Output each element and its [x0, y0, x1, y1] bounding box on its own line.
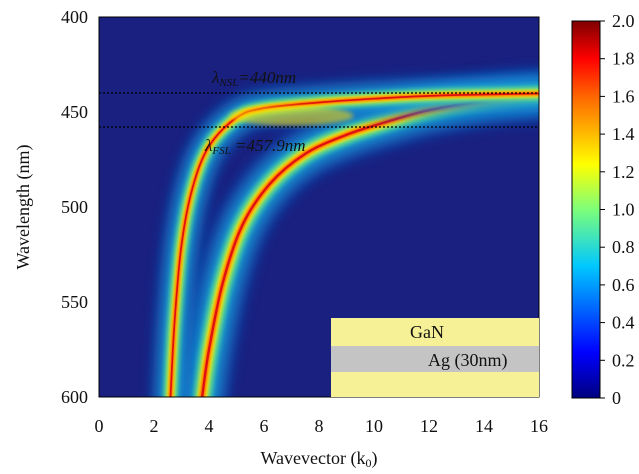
x-tick-label: 12: [420, 416, 438, 436]
colorbar-ticks: 2.0 1.8 1.6 1.4 1.2 1.0 0.8 0.6 0.4 0.2 0: [600, 11, 635, 408]
reference-label-subscript: NSL: [218, 77, 238, 89]
colorbar: 2.0 1.8 1.6 1.4 1.2 1.0 0.8 0.6 0.4 0.2 0: [571, 11, 635, 408]
x-axis-ticks: 0 2 4 6 8 10 12 14 16: [95, 416, 549, 436]
colorbar-tick-label: 1.0: [612, 200, 635, 220]
inset-layer-label: GaN: [410, 322, 444, 342]
x-axis-label-main: Wavevector (k: [261, 448, 366, 469]
colorbar-tick-label: 0: [612, 388, 621, 408]
reference-label-fsl: λFSL =457.9nm: [204, 136, 305, 157]
x-tick-label: 2: [150, 416, 159, 436]
reference-label-subscript: FSL: [211, 145, 230, 157]
colorbar-tick-label: 0.8: [612, 237, 635, 257]
plot-frame: [98, 16, 540, 398]
x-axis-label: Wavevector (k0): [261, 448, 378, 470]
x-tick-label: 16: [530, 416, 548, 436]
inset-layer-1: [331, 346, 539, 372]
colorbar-tick-label: 0.2: [612, 350, 635, 370]
colorbar-tick-label: 1.6: [612, 86, 635, 106]
x-tick-label: 4: [205, 416, 214, 436]
y-tick-label: 550: [61, 292, 88, 312]
reference-label-value: =440nm: [238, 68, 296, 87]
colorbar-tick-label: 0.4: [612, 313, 635, 333]
colorbar-tick-label: 0.6: [612, 275, 635, 295]
reference-label-lambda: λ: [204, 136, 212, 155]
band-overlap-glow: [229, 105, 354, 126]
x-tick-label: 14: [475, 416, 493, 436]
colorbar-tick-label: 1.8: [612, 49, 635, 69]
inset-layer-2: [331, 372, 539, 397]
x-tick-label: 0: [95, 416, 104, 436]
reference-label-nsl: λNSL=440nm: [211, 68, 296, 89]
inset-layer-label: Ag (30nm): [428, 350, 508, 371]
x-tick-label: 8: [315, 416, 324, 436]
y-axis-label: Wavelength (nm): [13, 144, 34, 269]
x-axis-label-subscript: 0: [366, 456, 372, 470]
x-tick-label: 10: [365, 416, 383, 436]
y-tick-label: 500: [61, 197, 88, 217]
colorbar-gradient: [571, 20, 601, 399]
reference-label-lambda: λ: [211, 68, 219, 87]
inset-layer-0: [331, 318, 539, 346]
x-tick-label: 6: [260, 416, 269, 436]
x-axis-label-close: ): [372, 448, 378, 469]
y-tick-label: 400: [61, 7, 88, 27]
y-tick-label: 450: [61, 102, 88, 122]
reference-label-value: =457.9nm: [231, 136, 306, 155]
layer-inset: GaN Ag (30nm): [331, 318, 539, 397]
colorbar-tick-label: 1.4: [612, 124, 635, 144]
y-tick-label: 600: [61, 387, 88, 407]
y-axis-ticks: 400 450 500 550 600: [61, 7, 88, 407]
dispersion-bands: [150, 68, 539, 397]
colorbar-tick-label: 1.2: [612, 162, 635, 182]
colorbar-tick-label: 2.0: [612, 11, 635, 31]
